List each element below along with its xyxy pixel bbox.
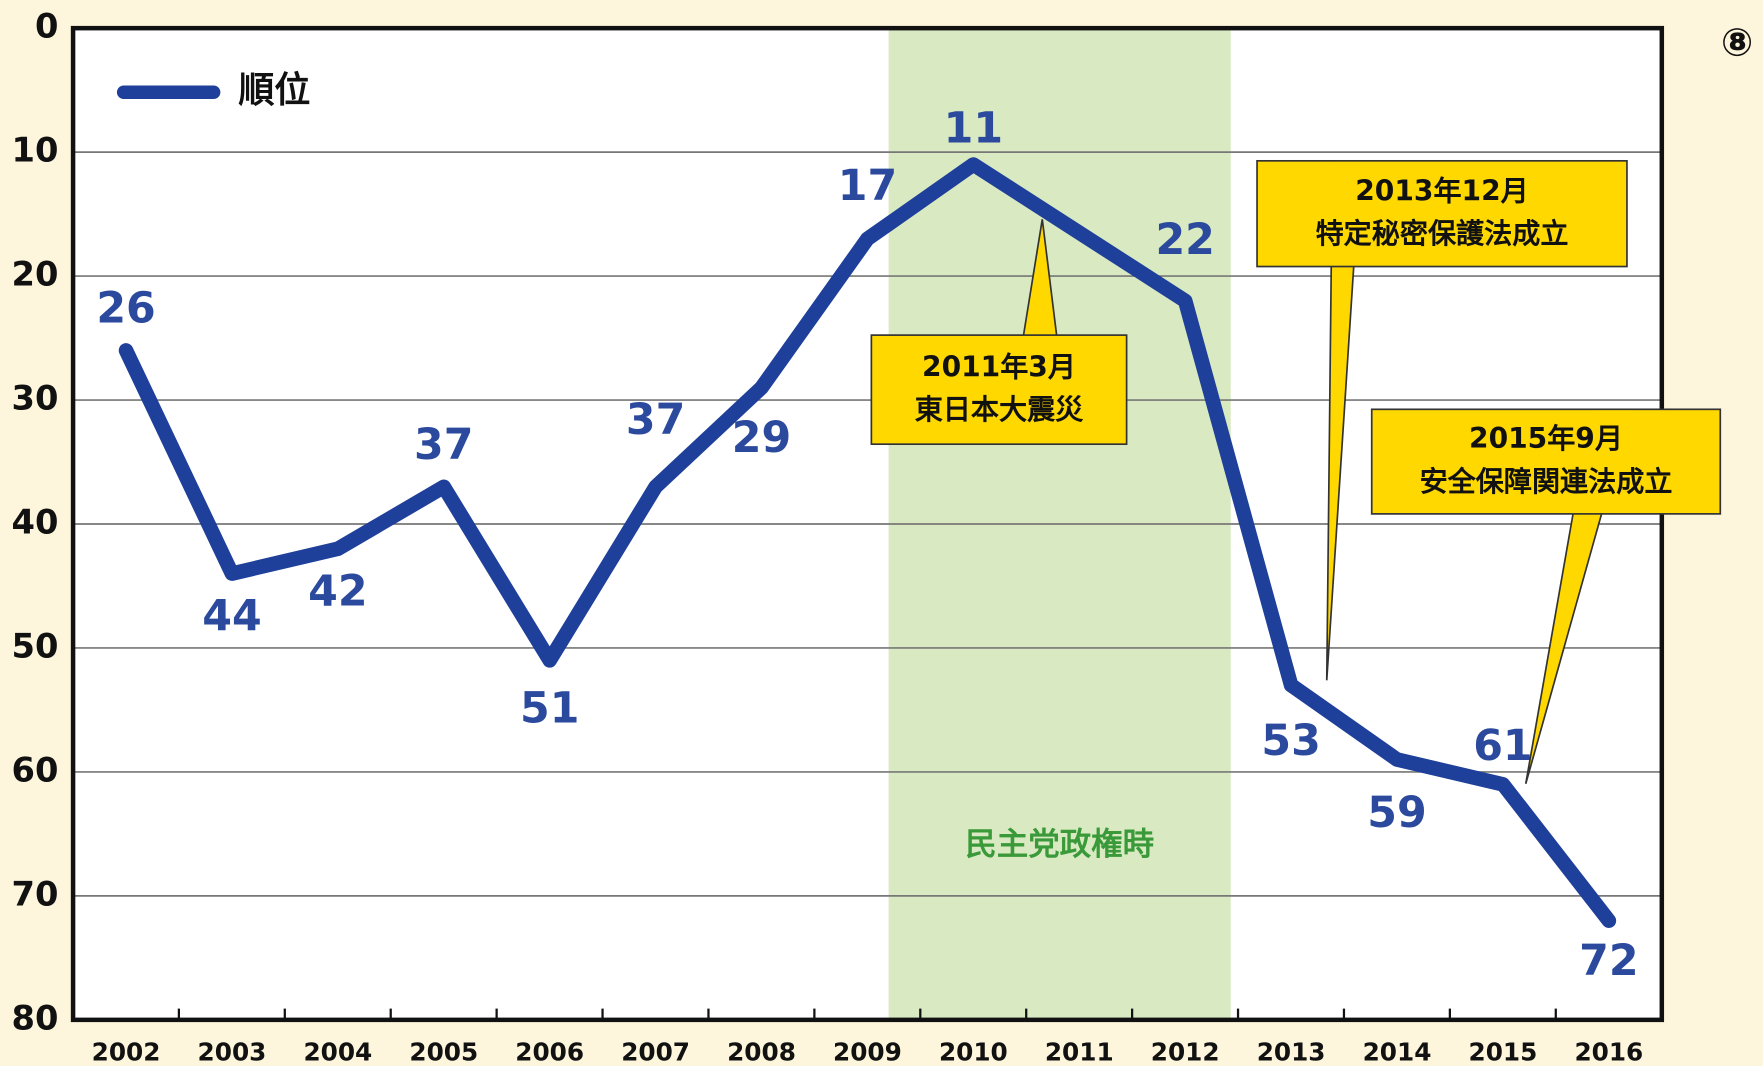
value-label: 51 [520, 683, 579, 733]
value-label: 29 [732, 413, 791, 463]
y-tick-label: 70 [12, 874, 59, 913]
x-tick-label: 2008 [727, 1038, 796, 1066]
value-label: 44 [202, 591, 261, 641]
y-tick-label: 30 [12, 379, 59, 418]
y-tick-label: 50 [12, 626, 59, 665]
series-line [118, 157, 1617, 928]
callout-text: 2013年12月 [1355, 174, 1528, 207]
x-tick-label: 2011 [1045, 1038, 1114, 1066]
callout-cover [1331, 161, 1362, 166]
value-label: 53 [1261, 716, 1320, 766]
y-tick-label: 80 [12, 998, 59, 1037]
x-tick-label: 2004 [303, 1038, 372, 1066]
x-tick-label: 2003 [198, 1038, 267, 1066]
value-label: 17 [838, 161, 897, 211]
x-tick-label: 2007 [621, 1038, 690, 1066]
x-tick-label: 2009 [833, 1038, 902, 1066]
x-tick-label: 2010 [939, 1038, 1008, 1066]
value-label: 37 [626, 395, 685, 445]
y-tick-label: 10 [12, 131, 59, 170]
callout-text: 東日本大震災 [915, 393, 1084, 426]
value-label: 72 [1579, 936, 1638, 986]
value-label: 37 [414, 420, 473, 470]
value-label: 59 [1367, 788, 1426, 838]
x-tick-label: 2016 [1574, 1038, 1643, 1066]
callout-box [1370, 408, 1722, 515]
x-tick-label: 2013 [1257, 1038, 1326, 1066]
value-label: 61 [1473, 721, 1532, 771]
y-tick-label: 40 [12, 503, 59, 542]
callout-text: 特定秘密保護法成立 [1316, 217, 1569, 250]
x-tick-label: 2012 [1151, 1038, 1220, 1066]
callout-box [1256, 159, 1628, 268]
value-label: 42 [308, 566, 367, 616]
callout-cover [1022, 336, 1059, 340]
span-label: 民主党政権時 [965, 827, 1154, 863]
y-tick-label: 60 [12, 750, 59, 789]
callout-text: 2011年3月 [922, 350, 1076, 383]
value-label: 11 [944, 103, 1003, 153]
y-tick-label: 20 [12, 255, 59, 294]
x-tick-label: 2006 [515, 1038, 584, 1066]
callout-box [870, 334, 1128, 446]
x-tick-label: 2014 [1363, 1038, 1432, 1066]
callout-text: 安全保障関連法成立 [1420, 465, 1673, 498]
plot-frame [70, 25, 1665, 1023]
x-tick-label: 2002 [92, 1038, 161, 1066]
y-tick-label: 0 [35, 7, 58, 46]
x-tick-label: 2015 [1469, 1038, 1538, 1066]
callout-text: 2015年9月 [1469, 422, 1623, 455]
corner-mark: ⑧ [1721, 22, 1753, 66]
value-label: 22 [1155, 215, 1214, 265]
callout-cover [1589, 410, 1632, 414]
x-tick-label: 2005 [409, 1038, 478, 1066]
plot-layer: 民主党政権時 26 44 42 37 51 37 29 17 11 22 53 59 61 72 [73, 27, 1663, 1021]
value-label: 26 [96, 284, 155, 334]
legend-label: 順位 [238, 70, 310, 111]
